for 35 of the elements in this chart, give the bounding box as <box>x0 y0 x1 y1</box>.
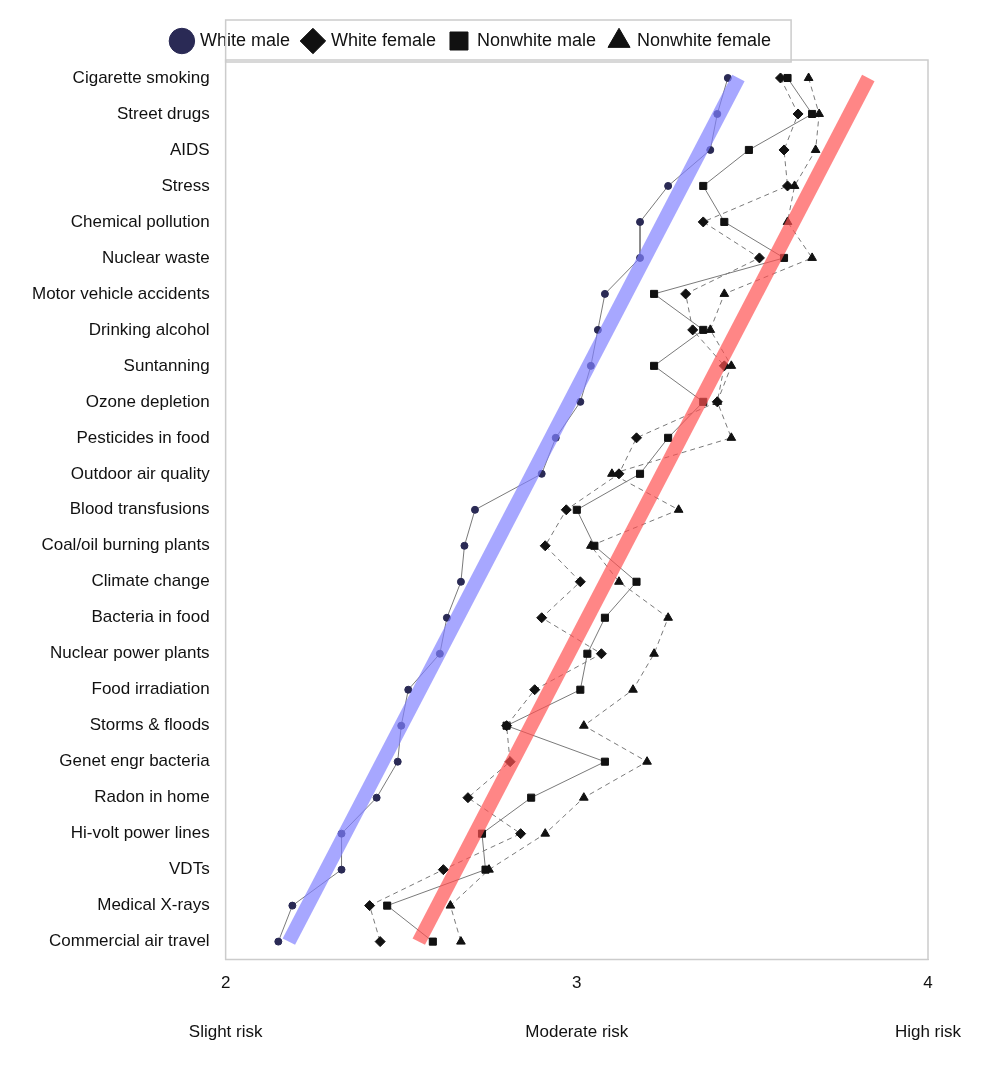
y-tick-label: Stress <box>161 175 210 195</box>
y-tick-label: Pesticides in food <box>76 427 210 447</box>
y-tick-label: AIDS <box>169 139 210 159</box>
y-tick-label: Chemical pollution <box>70 211 210 231</box>
y-tick-label: Blood transfusions <box>69 499 210 519</box>
legend-label: White female <box>330 29 436 50</box>
y-tick-label: Outdoor air quality <box>70 463 211 483</box>
legend-label: Nonwhite male <box>476 29 597 50</box>
y-tick-label: Ozone depletion <box>85 391 210 411</box>
text: High risk <box>894 1021 962 1041</box>
x-tick-label: 3 <box>572 973 582 993</box>
y-tick-label: Medical X-rays <box>97 895 210 915</box>
y-tick-label: Hi-volt power lines <box>70 823 210 843</box>
y-tick-label: Drinking alcohol <box>88 319 210 339</box>
y-tick-label: Food irradiation <box>91 679 210 699</box>
y-tick-label: Coal/oil burning plants <box>41 535 210 555</box>
text: Slight risk <box>188 1021 263 1041</box>
y-tick-label: VDTs <box>169 859 210 879</box>
y-tick-label: Climate change <box>91 571 210 591</box>
x-tick-label: 4 <box>923 973 933 993</box>
legend-label: Nonwhite female <box>637 29 772 50</box>
y-tick-label: Nuclear power plants <box>49 643 210 663</box>
x-tick-label: 2 <box>220 973 231 993</box>
y-tick-label: Motor vehicle accidents <box>32 283 210 303</box>
y-tick-label: Bacteria in food <box>91 607 210 627</box>
text: Moderate risk <box>525 1021 629 1041</box>
y-tick-label: Street drugs <box>117 103 210 123</box>
y-tick-label: Radon in home <box>94 787 210 807</box>
y-tick-label: Cigarette smoking <box>72 67 210 87</box>
y-tick-label: Commercial air travel <box>49 931 210 951</box>
y-tick-label: Suntanning <box>123 355 210 375</box>
y-tick-label: Nuclear waste <box>101 247 210 267</box>
y-tick-label: Genet engr bacteria <box>59 751 211 771</box>
legend-label: White male <box>199 29 290 50</box>
y-tick-label: Storms & floods <box>89 715 210 735</box>
